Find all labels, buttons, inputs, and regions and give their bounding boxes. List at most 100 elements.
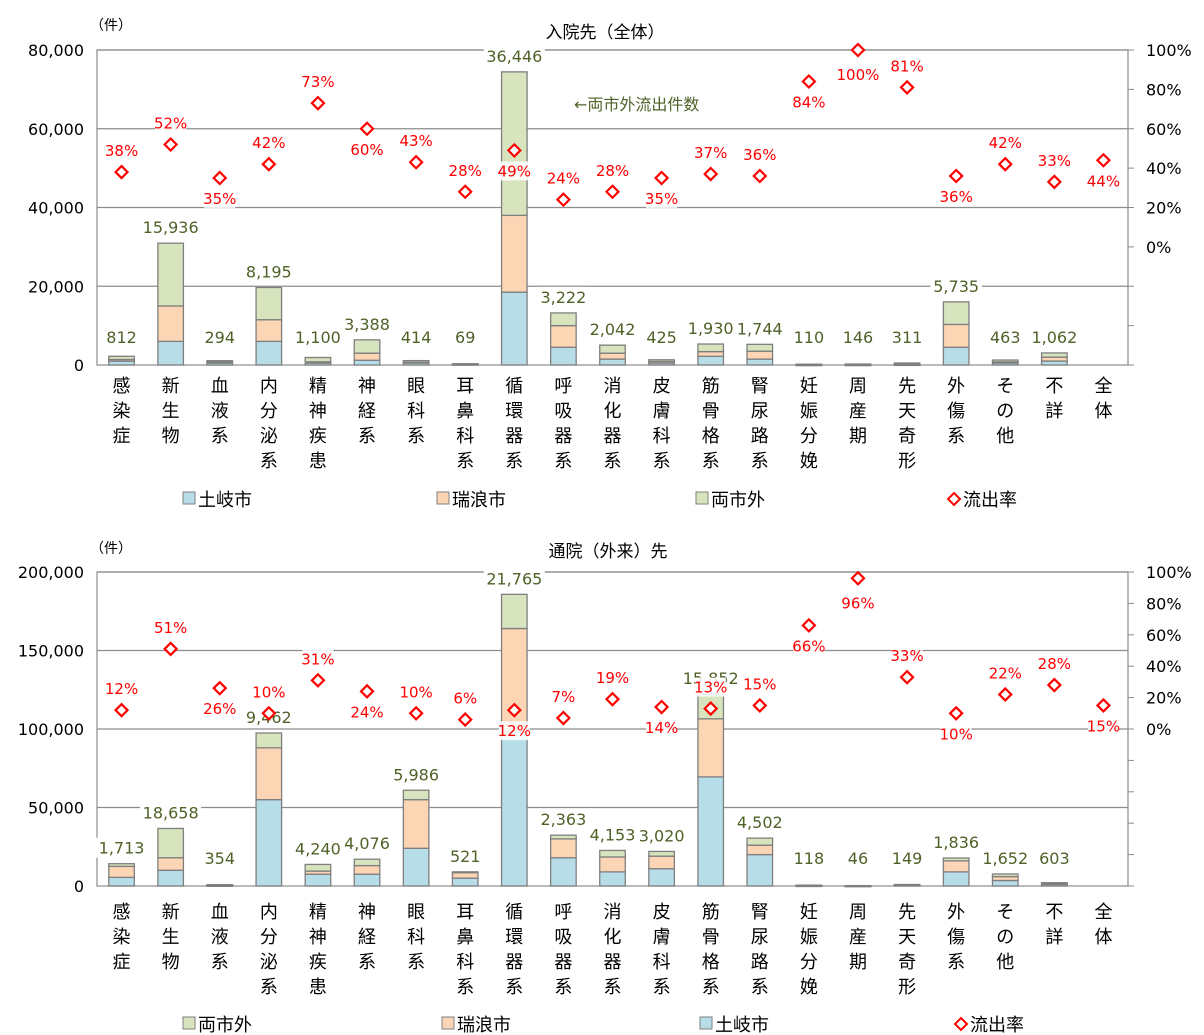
outflow-rate-label: 60%	[350, 141, 383, 159]
outflow-rate-point	[113, 702, 130, 718]
legend-marker-square	[436, 491, 450, 505]
category-label-char: の	[996, 401, 1014, 422]
outflow-count-label: 414	[401, 328, 432, 347]
category-label-char: 科	[653, 426, 671, 447]
y-left-tick-label: 40,000	[28, 199, 84, 218]
bar-segment-2	[893, 362, 921, 365]
outflow-rate-label: 42%	[989, 134, 1022, 152]
category-label-char: 詳	[1045, 927, 1063, 948]
category-label-char: 耳	[456, 376, 474, 397]
category-label-char: 神	[358, 902, 376, 923]
bar-segment-1	[402, 799, 430, 849]
category-label-char: 神	[358, 376, 376, 397]
outflow-rate-label: 36%	[743, 146, 776, 164]
bar-segment-2	[795, 884, 823, 887]
category-label-char: 分	[260, 927, 278, 948]
bar-segment-1	[549, 838, 577, 859]
category-label-char: 系	[505, 977, 523, 998]
bar-segment-2	[746, 343, 774, 352]
bar-segment-2	[991, 873, 1019, 878]
category-label-char: 全	[1094, 902, 1112, 923]
category-label-char: 吸	[554, 927, 572, 948]
bar-segment-0	[648, 868, 676, 887]
bar-segment-0	[157, 869, 185, 887]
outflow-count-label-bg	[979, 847, 1032, 868]
category-label-char: 他	[996, 426, 1014, 447]
outflow-count-label-bg	[890, 327, 924, 347]
bar-segment-2	[991, 359, 1019, 363]
outflow-rate-point	[752, 168, 768, 184]
outflow-rate-label-bg	[552, 687, 575, 707]
outflow-count-label-bg	[390, 764, 442, 785]
category-label-char: 全	[1094, 376, 1112, 397]
outflow-rate-label-bg	[1038, 654, 1070, 674]
category-label-char: 系	[751, 451, 769, 472]
category-label-char: 液	[211, 401, 229, 422]
category-label-char: 泌	[260, 426, 278, 447]
category-label-char: 新	[162, 902, 180, 923]
bar-segment-2	[304, 356, 332, 363]
category-label-char: 器	[505, 426, 523, 447]
category-label-char: 奇	[898, 952, 916, 973]
category-label-char: 器	[505, 952, 523, 973]
category-label-char: 血	[211, 376, 229, 397]
y-right-tick-label: 80%	[1146, 80, 1182, 99]
bar-segment-0	[746, 853, 774, 887]
outflow-rate-point	[1046, 174, 1062, 190]
outflow-rate-label-bg	[744, 674, 776, 694]
y-right-tick-label: 20%	[1146, 199, 1182, 218]
category-label-char: 分	[800, 952, 818, 973]
outflow-rate-label: 52%	[154, 115, 187, 133]
outflow-count-label-bg	[483, 45, 545, 66]
category-label-char: 精	[309, 902, 327, 923]
outflow-count-label-bg	[203, 848, 236, 868]
outflow-count-label: 149	[892, 849, 923, 868]
outflow-rate-point	[899, 79, 915, 95]
outflow-count-label-bg	[341, 833, 393, 854]
outflow-rate-label: 43%	[399, 132, 432, 150]
category-label-char: 物	[162, 952, 180, 973]
category-label-char: 尿	[751, 927, 769, 948]
bar-segment-0	[353, 873, 381, 887]
category-label-char: 呼	[554, 376, 572, 397]
outflow-count-label: 2,042	[590, 320, 636, 339]
category-label-char: 系	[751, 977, 769, 998]
y-right-tick-label: 0%	[1146, 238, 1171, 257]
bar-segment-2	[255, 732, 283, 749]
category-label-char: 形	[898, 451, 916, 472]
bar-segment-1	[746, 844, 774, 856]
category-label-char: 生	[162, 927, 180, 948]
outflow-rate-point	[654, 170, 670, 186]
outflow-rate-point	[555, 192, 571, 208]
category-label-char: 器	[604, 426, 622, 447]
outflow-count-label-bg	[792, 327, 826, 347]
outflow-rate-label-bg	[498, 721, 530, 741]
bar-segment-2	[942, 301, 970, 326]
category-label-char: 症	[113, 952, 131, 973]
outflow-count-label-bg	[890, 848, 924, 868]
category-label-char: 科	[456, 952, 474, 973]
category-label-char: 経	[358, 401, 376, 422]
outflow-count-label: 1,744	[737, 319, 783, 338]
outflow-rate-label-bg	[891, 56, 923, 76]
y-right-tick-label: 80%	[1146, 594, 1182, 613]
y-right-tick-label: 40%	[1146, 657, 1182, 676]
category-label-char: 系	[260, 977, 278, 998]
outflow-rate-point	[212, 680, 228, 696]
bar-segment-0	[500, 731, 528, 887]
category-label-char: 産	[849, 401, 867, 422]
outflow-count-label-bg	[453, 327, 477, 347]
outflow-rate-label: 24%	[547, 170, 580, 188]
outflow-count-label-bg	[1028, 326, 1081, 347]
outflow-rate-label-bg	[1038, 150, 1070, 170]
outflow-count-label: 3,222	[540, 288, 586, 307]
outflow-rate-point	[997, 686, 1013, 703]
outflow-rate-label-bg	[989, 133, 1021, 153]
bar-segment-2	[108, 355, 135, 361]
y-left-tick-label: 50,000	[28, 799, 84, 818]
category-label-char: 他	[996, 952, 1014, 973]
category-label-char: 系	[653, 451, 671, 472]
outflow-count-label-bg	[341, 313, 393, 334]
category-label-char: 先	[898, 376, 916, 397]
category-label-char: 器	[554, 952, 572, 973]
